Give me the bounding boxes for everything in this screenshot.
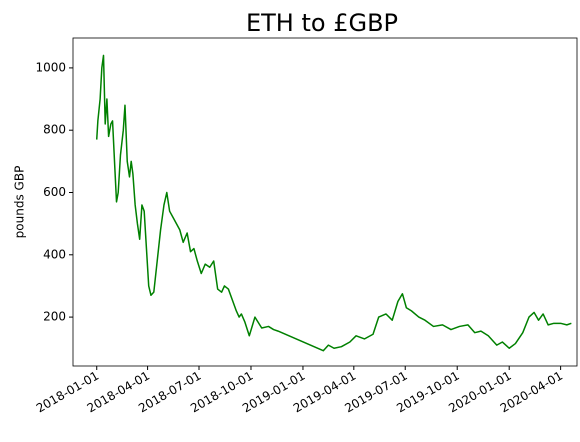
y-tick-label: 800 (43, 123, 66, 137)
y-tick-label: 400 (43, 247, 66, 261)
y-tick-label: 600 (43, 185, 66, 199)
y-tick-label: 1000 (35, 60, 66, 74)
y-tick-label: 200 (43, 310, 66, 324)
chart-title: ETH to £GBP (246, 9, 398, 37)
data-line (95, 54, 572, 352)
plot-frame (72, 37, 578, 367)
y-axis-label: pounds GBP (13, 166, 27, 239)
